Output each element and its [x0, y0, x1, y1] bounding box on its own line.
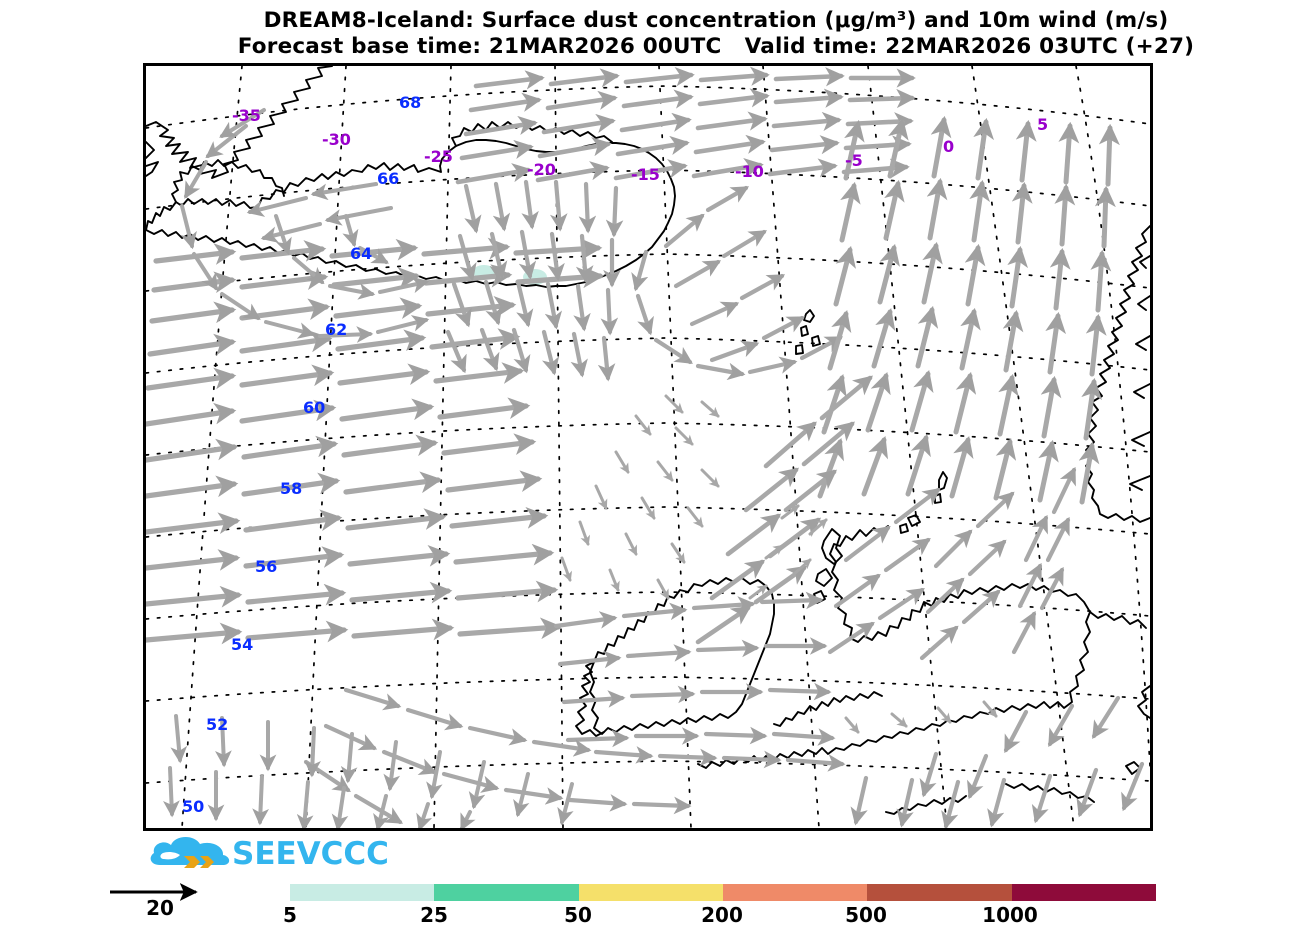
latitude-labels: 68 66 64 62 60 58 56 54 52 50: [182, 93, 421, 816]
dust-concentration-colorbar: [290, 884, 1156, 901]
svg-text:52: 52: [206, 715, 228, 734]
svg-text:-15: -15: [631, 165, 660, 184]
svg-text:62: 62: [325, 320, 347, 339]
colorbar-tick-3: 200: [701, 903, 743, 927]
map-canvas: 68 66 64 62 60 58 56 54 52 50 -35 -30 -2…: [146, 66, 1150, 828]
colorbar-segment-3: [722, 884, 868, 901]
colorbar-tick-4: 500: [845, 903, 887, 927]
wind-scale-legend: [110, 883, 198, 901]
colorbar-segment-0: [290, 884, 435, 901]
colorbar-segment-2: [578, 884, 723, 901]
longitude-labels: -35 -30 -25 -20 -15 -10 -5 0 5: [232, 106, 1048, 184]
svg-text:64: 64: [350, 244, 372, 263]
colorbar-tick-0: 5: [283, 903, 297, 927]
svg-text:50: 50: [182, 797, 204, 816]
svg-text:-10: -10: [735, 162, 764, 181]
wind-scale-value: 20: [146, 896, 174, 920]
svg-text:5: 5: [1037, 115, 1048, 134]
colorbar-tick-5: 1000: [982, 903, 1038, 927]
colorbar-segment-1: [434, 884, 579, 901]
colorbar-tick-1: 25: [420, 903, 448, 927]
colorbar-segment-5: [1011, 884, 1156, 901]
svg-text:58: 58: [280, 479, 302, 498]
forecast-time-subtitle: Forecast base time: 21MAR2026 00UTC Vali…: [237, 34, 1195, 59]
forecast-map[interactable]: 68 66 64 62 60 58 56 54 52 50 -35 -30 -2…: [143, 63, 1153, 831]
colorbar-segment-4: [867, 884, 1012, 901]
page-title: DREAM8-Iceland: Surface dust concentrati…: [263, 8, 1169, 33]
svg-text:-35: -35: [232, 106, 261, 125]
svg-text:68: 68: [399, 93, 421, 112]
seevccc-logo: [150, 836, 230, 868]
colorbar-tick-2: 50: [564, 903, 592, 927]
wind-vector-field: [146, 66, 1145, 828]
svg-text:56: 56: [255, 557, 277, 576]
svg-text:66: 66: [377, 169, 399, 188]
svg-text:54: 54: [231, 635, 253, 654]
colorbar-labels: 5 25 50 200 500 1000: [270, 903, 1170, 929]
chevron-icon: [184, 856, 214, 868]
svg-text:-30: -30: [322, 130, 351, 149]
svg-text:0: 0: [943, 137, 954, 156]
logo-text: SEEVCCC: [232, 836, 389, 872]
title-block: DREAM8-Iceland: Surface dust concentrati…: [146, 8, 1286, 60]
svg-text:-20: -20: [527, 160, 556, 179]
svg-text:-5: -5: [845, 151, 863, 170]
svg-text:60: 60: [303, 398, 325, 417]
svg-text:-25: -25: [424, 147, 453, 166]
